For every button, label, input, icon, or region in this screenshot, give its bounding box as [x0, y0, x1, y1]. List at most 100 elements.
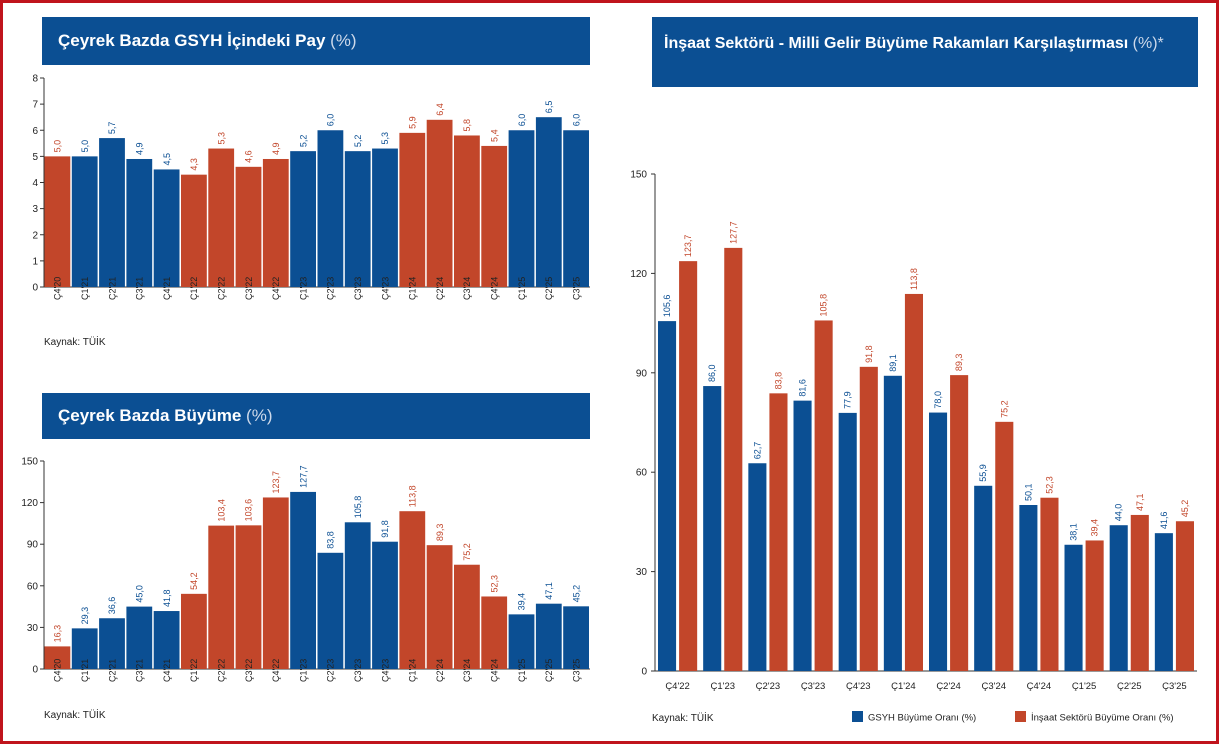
- chart-share-x-tick-label: Ç4'21: [162, 277, 172, 300]
- chart-comparison-bar-insaat: [679, 261, 698, 671]
- chart3-title: İnşaat Sektörü - Milli Gelir Büyüme Raka…: [664, 35, 1129, 52]
- chart-growth-data-label: 39,4: [517, 593, 527, 611]
- chart-growth-bar: [481, 596, 508, 669]
- chart-comparison-data-label: 77,9: [843, 391, 853, 409]
- chart-comparison-bar-insaat: [769, 393, 788, 671]
- chart-comparison-x-tick-label: Ç4'22: [665, 681, 690, 692]
- chart-share-x-tick-label: Ç4'23: [380, 277, 390, 300]
- chart-share-data-label: 4,9: [271, 142, 281, 155]
- chart-growth-data-label: 103,6: [244, 499, 254, 522]
- chart1-unit: (%): [330, 31, 357, 50]
- chart-comparison-legend-label: GSYH Büyüme Oranı (%): [868, 713, 976, 724]
- chart-share-data-label: 4,3: [189, 158, 199, 171]
- chart-growth-x-tick-label: Ç4'23: [380, 659, 390, 682]
- chart-growth-y-tick-label: 30: [27, 623, 39, 634]
- chart-growth-data-label: 45,0: [135, 585, 145, 603]
- chart-growth-data-label: 105,8: [353, 496, 363, 519]
- chart-growth-x-tick-label: Ç4'20: [53, 659, 63, 682]
- chart-growth-x-tick-label: Ç3'21: [135, 659, 145, 682]
- chart-comparison-data-label: 127,7: [728, 221, 738, 244]
- chart-comparison-x-tick-label: Ç1'23: [710, 681, 735, 692]
- chart-growth-x-tick-label: Ç2'24: [435, 659, 445, 682]
- chart-comparison-bar-gsyh: [1064, 544, 1083, 671]
- chart-share-x-tick-label: Ç1'21: [80, 277, 90, 300]
- chart-share-bar: [71, 156, 98, 287]
- chart-comparison-bar-gsyh: [929, 412, 948, 671]
- chart-growth-data-label: 83,8: [326, 531, 336, 549]
- chart-growth-x-tick-label: Ç3'22: [244, 659, 254, 682]
- chart-comparison-data-label: 52,3: [1044, 476, 1054, 494]
- chart-growth-source-note: Kaynak: TÜİK: [44, 708, 106, 721]
- chart-share-data-label: 5,8: [462, 119, 472, 132]
- chart-growth-data-label: 54,2: [189, 572, 199, 590]
- chart-growth-data-label: 45,2: [571, 585, 581, 603]
- chart-comparison-x-tick-label: Ç2'23: [756, 681, 781, 692]
- chart-share-data-label: 5,9: [408, 116, 418, 129]
- chart-share-x-tick-label: Ç3'22: [244, 277, 254, 300]
- chart-comparison-y-tick-label: 120: [630, 269, 647, 280]
- chart-share-data-label: 4,5: [162, 153, 172, 166]
- chart-comparison-data-label: 105,8: [819, 294, 829, 317]
- chart-share-x-tick-label: Ç3'21: [135, 277, 145, 300]
- chart2-header: Çeyrek Bazda Büyüme (%): [42, 393, 590, 439]
- chart-growth-data-label: 52,3: [489, 575, 499, 593]
- chart-comparison-data-label: 91,8: [864, 345, 874, 363]
- chart-growth-bar: [181, 593, 207, 669]
- chart-share-y-tick-label: 4: [32, 178, 38, 189]
- chart-share-bar: [481, 145, 508, 287]
- chart-growth-y-tick-label: 90: [27, 540, 39, 551]
- chart-growth-bar: [563, 606, 589, 669]
- chart-comparison-y-tick-label: 30: [636, 567, 648, 578]
- chart-share-data-label: 6,0: [517, 114, 527, 127]
- chart-share-bar: [44, 156, 71, 287]
- chart-share-x-tick-label: Ç4'22: [271, 277, 281, 300]
- chart-growth-data-label: 41,8: [162, 590, 172, 608]
- chart-share-y-tick-label: 7: [32, 100, 38, 111]
- chart-growth-bar: [235, 525, 262, 669]
- chart-comparison-bar-gsyh: [703, 386, 722, 671]
- chart-comparison-bar-gsyh: [793, 400, 812, 671]
- chart-growth-x-tick-label: Ç1'25: [517, 659, 527, 682]
- chart-comparison-data-label: 38,1: [1069, 523, 1079, 541]
- chart-share-data-label: 5,4: [489, 129, 499, 142]
- chart-share-x-tick-label: Ç1'22: [189, 277, 199, 300]
- chart-growth-x-tick-label: Ç2'25: [544, 659, 554, 682]
- chart-comparison-source-note: Kaynak: TÜİK: [652, 711, 714, 724]
- chart-comparison-x-tick-label: Ç4'23: [846, 681, 871, 692]
- chart-share-x-tick-label: Ç1'25: [517, 277, 527, 300]
- chart-share-data-label: 6,0: [326, 114, 336, 127]
- chart-growth-x-tick-label: Ç1'22: [189, 659, 199, 682]
- chart-growth-bar: [44, 646, 71, 669]
- chart-growth-x-tick-label: Ç4'24: [489, 659, 499, 682]
- chart-comparison-data-label: 50,1: [1023, 483, 1033, 501]
- chart-comparison-data-label: 45,2: [1180, 500, 1190, 518]
- chart-comparison-bar-insaat: [1130, 514, 1149, 671]
- chart-comparison-bar-gsyh: [883, 375, 902, 671]
- chart-share-data-label: 5,2: [298, 135, 308, 148]
- chart-growth-x-tick-label: Ç3'23: [353, 659, 363, 682]
- chart-growth-x-tick-label: Ç1'21: [80, 659, 90, 682]
- chart-growth-data-label: 36,6: [107, 597, 117, 615]
- chart-growth-data-label: 91,8: [380, 520, 390, 538]
- chart-share-x-tick-label: Ç4'24: [489, 277, 499, 300]
- chart1-title: Çeyrek Bazda GSYH İçindeki Pay: [58, 31, 326, 50]
- chart-share-bar: [262, 158, 289, 287]
- chart-share-data-label: 4,6: [244, 150, 254, 163]
- chart-share-bar: [454, 135, 480, 287]
- chart-growth-bar: [71, 628, 98, 669]
- chart-comparison-data-label: 89,3: [954, 354, 964, 372]
- chart-comparison-x-tick-label: Ç1'24: [891, 681, 916, 692]
- chart-share-x-tick-label: Ç1'23: [298, 277, 308, 300]
- chart-growth-y-tick-label: 120: [21, 498, 38, 509]
- chart-share-bar: [426, 119, 453, 287]
- chart-comparison-data-label: 44,0: [1114, 504, 1124, 522]
- chart-comparison-y-tick-label: 0: [641, 667, 647, 678]
- chart-share-data-label: 6,5: [544, 101, 554, 114]
- chart-share-x-tick-label: Ç2'25: [544, 277, 554, 300]
- chart-share-y-tick-label: 8: [32, 74, 38, 85]
- chart-comparison-data-label: 83,8: [773, 372, 783, 390]
- chart-share-bar: [181, 174, 207, 287]
- chart-comparison-y-tick-label: 60: [636, 468, 648, 479]
- chart-growth-bar: [99, 618, 125, 669]
- chart-growth-x-tick-label: Ç4'22: [271, 659, 281, 682]
